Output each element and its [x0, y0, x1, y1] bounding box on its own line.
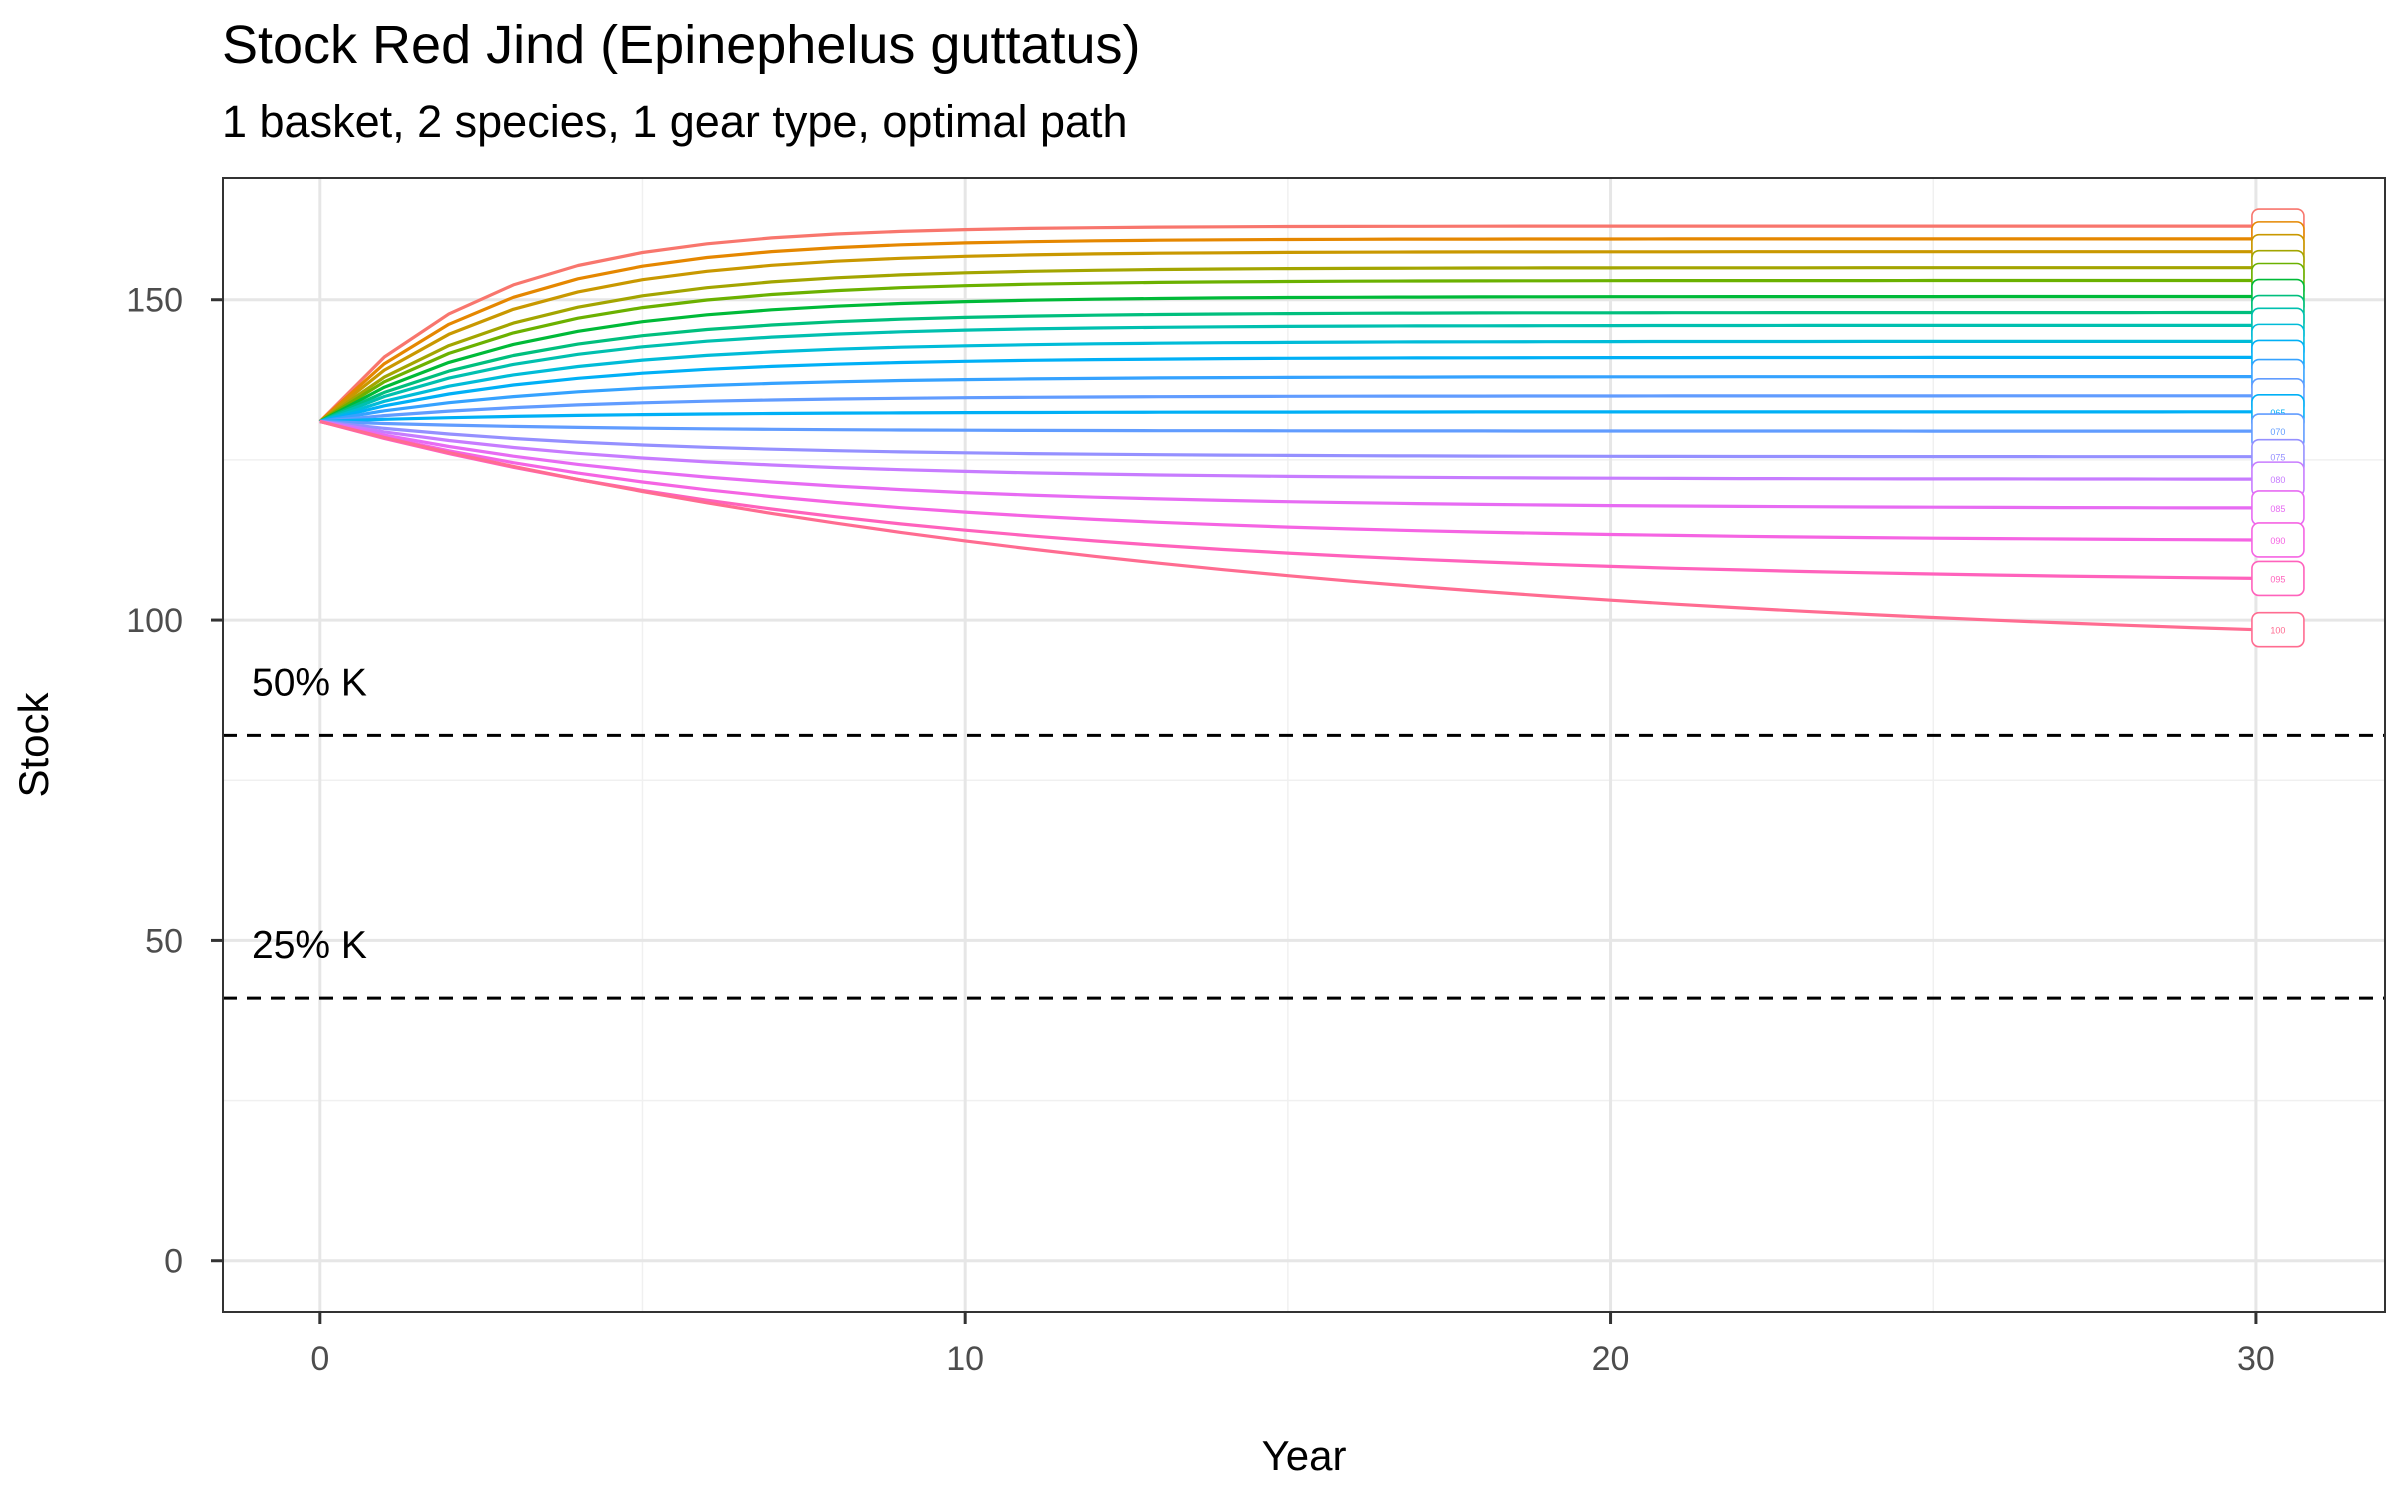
series-line [319, 323, 2256, 423]
series-line [319, 355, 2256, 424]
y-tick-label: 100 [126, 602, 183, 640]
end-label: 090 [2270, 536, 2285, 546]
series-line [319, 419, 2256, 632]
series-line [319, 394, 2256, 424]
series-line [318, 237, 2256, 423]
y-tick-label: 50 [145, 922, 183, 960]
series-line [318, 266, 2256, 423]
panel-border [222, 177, 2386, 1313]
end-label: 080 [2270, 475, 2285, 485]
x-tick-label: 0 [310, 1340, 329, 1378]
series-line [319, 419, 2256, 481]
series-line [318, 250, 2256, 423]
end-labels: 065 070 075 080 085 090 095 100 [2251, 208, 2305, 648]
series-line [319, 294, 2256, 423]
x-axis-title: Year [1262, 1432, 1347, 1479]
series-line [319, 339, 2256, 424]
series-line [319, 410, 2256, 424]
series-line [319, 419, 2256, 433]
reference-line-label: 50% K [252, 661, 367, 704]
end-label: 085 [2270, 504, 2285, 514]
series-line [319, 419, 2256, 459]
x-tick-label: 20 [1592, 1340, 1630, 1378]
y-axis-title: Stock [10, 691, 57, 797]
end-label: 065 [2270, 408, 2285, 418]
end-label-box [2251, 522, 2305, 558]
reference-lines: 50% K 25% K [223, 661, 2385, 1000]
end-label-box [2251, 611, 2305, 648]
series-lines [318, 224, 2256, 632]
series-line [319, 375, 2256, 424]
end-label-box [2251, 560, 2305, 597]
series-line [319, 419, 2256, 542]
end-label: 070 [2270, 427, 2285, 437]
end-label: 075 [2270, 453, 2285, 463]
end-label: 100 [2270, 626, 2285, 636]
end-label: 095 [2270, 574, 2285, 584]
y-tick-label: 150 [126, 282, 183, 320]
x-tick-label: 30 [2237, 1340, 2275, 1378]
chart-title: Stock Red Jind (Epinephelus guttatus) [222, 15, 1141, 75]
series-line [319, 310, 2256, 423]
chart-subtitle: 1 basket, 2 species, 1 gear type, optima… [222, 96, 1128, 147]
y-tick-label: 0 [164, 1243, 183, 1281]
grid-layer [223, 178, 2385, 1312]
series-line [319, 419, 2256, 510]
x-tick-label: 10 [946, 1340, 984, 1378]
axis-ticks: 0 10 20 30 0 50 100 150 [126, 282, 2275, 1378]
series-line [318, 278, 2256, 423]
series-line [318, 224, 2256, 423]
reference-line-label: 25% K [252, 924, 367, 967]
